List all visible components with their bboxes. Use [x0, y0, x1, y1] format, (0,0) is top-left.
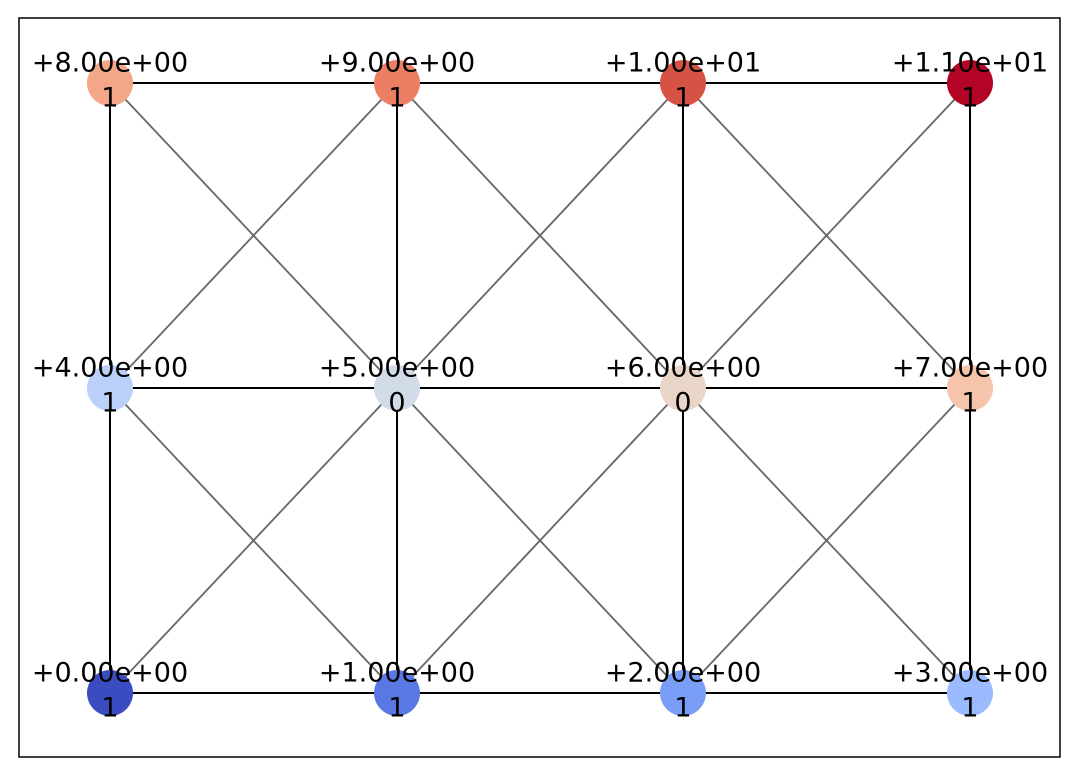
node	[87, 670, 133, 716]
edges	[109, 82, 971, 694]
node-label: +4.00e+00	[32, 353, 188, 384]
node-label: +1.10e+01	[892, 48, 1048, 79]
node-tag: 1	[961, 693, 978, 724]
node	[947, 60, 993, 106]
node-label: +8.00e+00	[32, 48, 188, 79]
diagonal-edge	[682, 387, 971, 694]
node-tag: 1	[101, 83, 118, 114]
node-tag: 0	[388, 388, 405, 419]
node	[374, 365, 420, 411]
diagonal-edge	[682, 82, 971, 389]
node-tag: 1	[388, 83, 405, 114]
diagonal-edge	[396, 387, 684, 694]
node-label: +1.00e+00	[319, 658, 475, 689]
node	[947, 670, 993, 716]
node-label: +6.00e+00	[605, 353, 761, 384]
node-label: +9.00e+00	[319, 48, 475, 79]
node	[374, 670, 420, 716]
labels: +0.00e+00 1 +1.00e+00 1 +2.00e+00 1 +3.00e+00 1…	[32, 48, 1048, 724]
node-label: +7.00e+00	[892, 353, 1048, 384]
node	[660, 60, 706, 106]
node-label: +3.00e+00	[892, 658, 1048, 689]
node-label: +2.00e+00	[605, 658, 761, 689]
diagonal-edge	[109, 387, 398, 694]
node	[660, 365, 706, 411]
node-tag: 1	[388, 693, 405, 724]
node-tag: 0	[674, 388, 691, 419]
diagonal-edge	[109, 82, 398, 389]
node-tag: 1	[674, 693, 691, 724]
node-tag: 1	[101, 388, 118, 419]
node-tag: 1	[674, 83, 691, 114]
frame	[18, 17, 1061, 758]
node-label: +5.00e+00	[319, 353, 475, 384]
node-tag: 1	[961, 83, 978, 114]
node-label: +0.00e+00	[32, 658, 188, 689]
node	[87, 365, 133, 411]
node	[87, 60, 133, 106]
node-tag: 1	[101, 693, 118, 724]
node-label: +1.00e+01	[605, 48, 761, 79]
node	[374, 60, 420, 106]
nodes	[87, 60, 993, 716]
node	[947, 365, 993, 411]
diagonal-edge	[396, 82, 684, 389]
node-tag: 1	[961, 388, 978, 419]
node	[660, 670, 706, 716]
